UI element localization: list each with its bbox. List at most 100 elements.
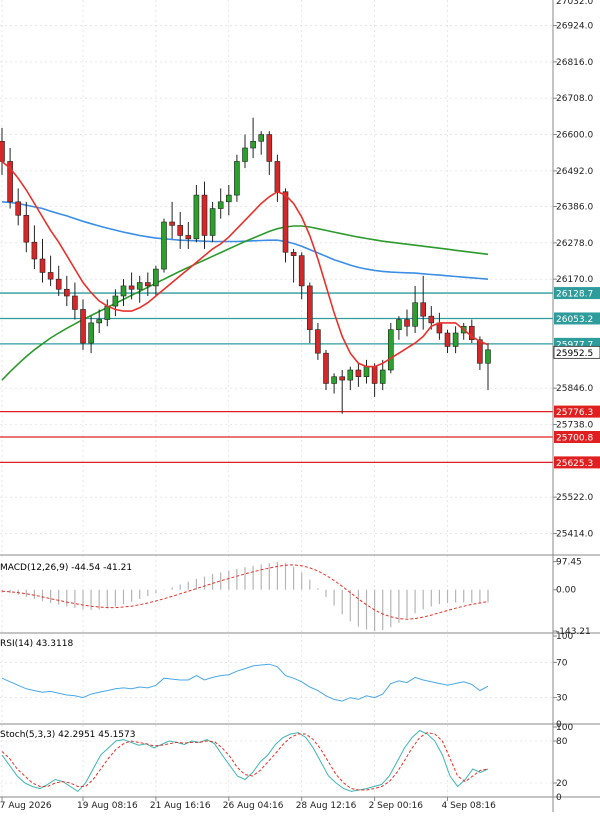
candle-body[interactable] [363,366,370,378]
candle-body[interactable] [31,241,38,260]
ma-red-line [1,160,489,368]
x-tick-label: 4 Sep 08:16 [442,801,497,811]
candle-body[interactable] [72,295,78,310]
macd-signal-line [1,564,489,620]
x-tick-label: 21 Aug 16:16 [150,801,211,811]
candle-body[interactable] [136,282,143,290]
candle-body[interactable] [242,147,248,162]
candle-body[interactable] [347,369,354,381]
candle-body[interactable] [23,214,30,243]
stoch-tick-label: 80 [556,737,568,747]
candle-body[interactable] [420,302,427,317]
y-tick-label: 26924.0 [556,22,593,32]
candle-body[interactable] [396,319,402,330]
stoch-label: Stoch(5,3,3) 42.2951 45.1573 [0,730,135,740]
stochastic-panel[interactable] [1,729,489,793]
rsi-tick-label: 30 [556,694,568,704]
candle-body[interactable] [104,305,111,320]
candle-body[interactable] [250,140,256,149]
candle-body[interactable] [153,268,159,287]
candle-body[interactable] [258,134,265,142]
level-tag [554,312,600,325]
candle-body[interactable] [315,329,321,354]
candle-body[interactable] [468,325,475,341]
candle-body[interactable] [96,319,102,324]
candle-body[interactable] [331,376,337,384]
candle-body[interactable] [193,194,200,240]
candle-body[interactable] [112,295,119,307]
candle-body[interactable] [306,285,313,330]
candle-body[interactable] [404,319,410,327]
macd-label: MACD(12,26,9) -44.54 -41.21 [0,563,132,573]
y-tick-label: 26492.0 [556,167,593,177]
y-tick-label: 26386.0 [556,203,593,213]
candle-body[interactable] [444,332,451,347]
grid-layer [0,0,553,797]
candle-body[interactable] [290,251,297,256]
level-tag-label: 26128.7 [556,290,593,300]
candle-body[interactable] [217,201,224,209]
candle-body[interactable] [145,282,151,287]
y-tick-label: 26278.0 [556,239,593,249]
price-panel[interactable]: 26128.7 26053.2 25977.7 25776.3 25700.8 25625… [0,117,600,469]
candle-body[interactable] [339,376,346,381]
candle-body[interactable] [266,134,273,162]
candle-body[interactable] [323,352,329,384]
candle-body[interactable] [39,258,46,273]
candle-body[interactable] [428,315,435,324]
candle-body[interactable] [412,302,418,327]
candle-body[interactable] [15,201,21,216]
level-tag-label: 25625.3 [556,459,593,469]
rsi-panel[interactable] [1,663,489,702]
candle-body[interactable] [80,309,86,344]
y-tick-label: 25522.0 [556,493,593,503]
candle-body[interactable] [387,329,394,371]
macd-panel[interactable] [1,562,489,631]
x-tick-label: 19 Aug 08:16 [77,801,138,811]
x-tick-label: 17 Aug 2026 [0,801,52,811]
x-tick-label: 28 Aug 12:16 [296,801,357,811]
candle-body[interactable] [128,285,135,290]
candle-body[interactable] [161,221,167,270]
y-tick-label: 26816.0 [556,58,593,68]
candle-body[interactable] [7,161,13,203]
candle-body[interactable] [120,285,127,297]
candle-body[interactable] [88,322,94,344]
level-tag-label: 25977.7 [556,340,593,350]
stoch-tick-label: 100 [556,723,573,733]
candle-body[interactable] [55,278,62,290]
candle-body[interactable] [355,369,362,378]
y-tick-label: 25846.0 [556,384,593,394]
candle-body[interactable] [298,255,305,287]
level-tag [554,287,600,300]
candle-body[interactable] [177,225,183,236]
candle-body[interactable] [226,194,232,203]
candle-body[interactable] [379,369,386,384]
candle-body[interactable] [201,194,208,236]
rsi-label: RSI(14) 43.3118 [0,639,73,649]
candle-body[interactable] [452,332,459,347]
rsi-tick-label: 70 [556,658,568,668]
candle-body[interactable] [0,140,5,162]
candle-body[interactable] [185,235,192,240]
candle-body[interactable] [169,221,175,226]
candle-body[interactable] [371,366,378,384]
candle-body[interactable] [274,161,281,193]
current-price-label: 25952.5 [556,349,593,359]
candle-body[interactable] [64,288,70,297]
candle-body[interactable] [485,349,491,364]
candle-body[interactable] [282,191,289,253]
rsi-tick-label: 0 [556,720,562,730]
current-price-tag [553,345,600,359]
candle-body[interactable] [477,339,483,364]
candle-body[interactable] [234,161,240,196]
rsi-tick-label: 100 [556,632,573,642]
candle-body[interactable] [209,208,216,236]
macd-tick-label: 97.45 [556,558,582,568]
y-tick-label-partial: 27032.0 [556,0,593,7]
candle-body[interactable] [47,272,54,280]
